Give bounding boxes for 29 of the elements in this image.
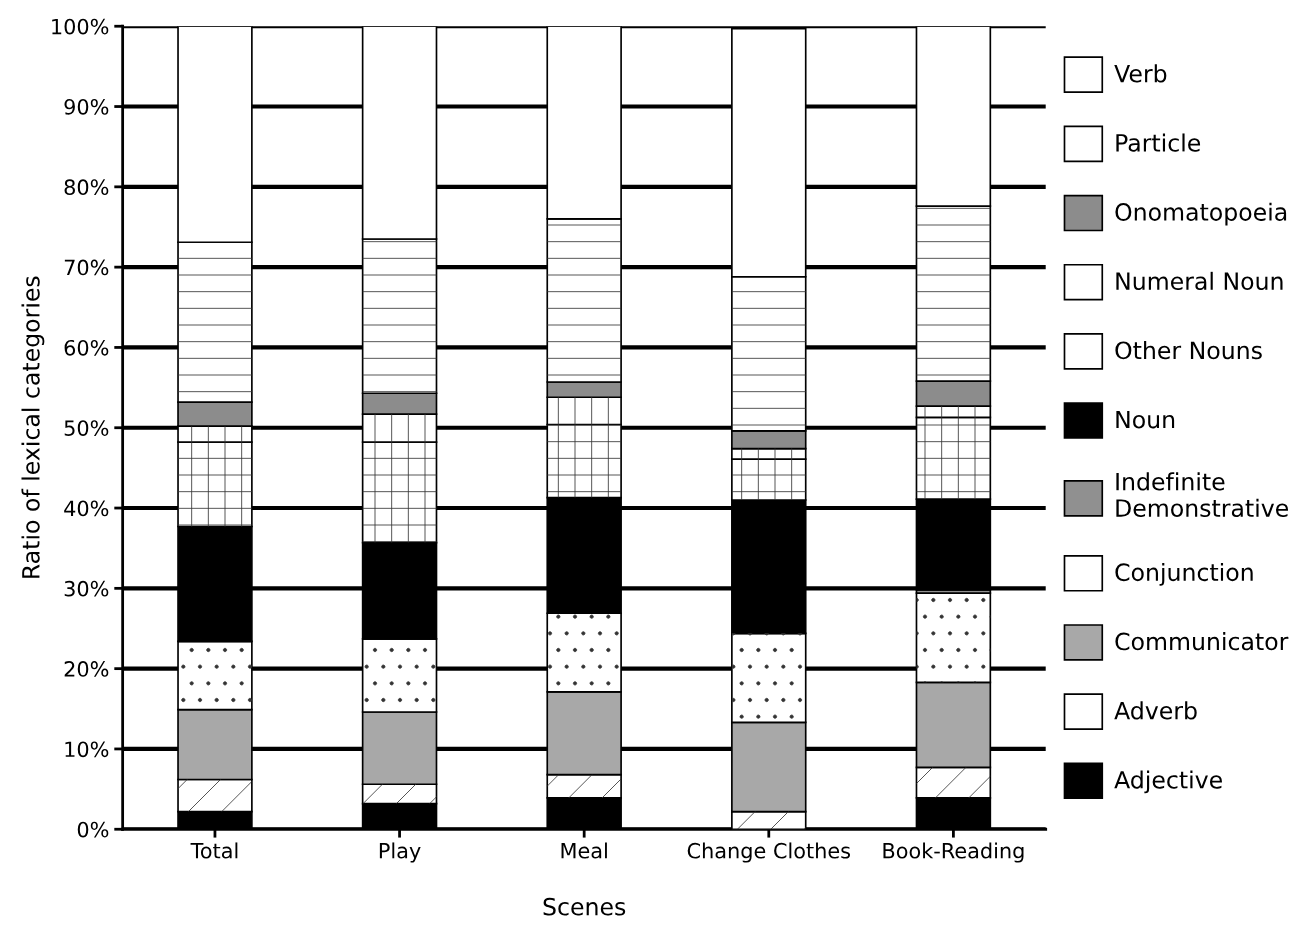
legend-label: Other Nouns xyxy=(1115,341,1262,360)
legend-label: Indefinite Demonstrative xyxy=(1116,472,1288,517)
y-tick-label: 80% xyxy=(64,179,109,196)
legend-label: Onomatopoeia xyxy=(1115,202,1287,226)
legend-label: Verb xyxy=(1114,64,1167,83)
y-tick-label: 50% xyxy=(64,420,109,436)
legend-label: Communicator xyxy=(1115,632,1289,651)
legend-label: Adjective xyxy=(1114,770,1222,794)
legend-label: Particle xyxy=(1116,133,1201,152)
y-tick-label: 20% xyxy=(64,661,109,677)
legend-label: Adverb xyxy=(1114,701,1197,720)
y-tick-label: 100% xyxy=(52,18,109,35)
y-tick-label: 60% xyxy=(64,339,109,356)
y-axis-title: Ratio of lexical categories xyxy=(21,276,45,578)
x-tick-label: Book-Reading xyxy=(883,842,1024,863)
y-tick-label: 90% xyxy=(64,98,109,115)
legend-label: Numeral Noun xyxy=(1116,271,1283,291)
y-tick-label: 10% xyxy=(65,741,109,758)
y-tick-label: 0% xyxy=(77,821,109,838)
x-axis-title: Scenes xyxy=(543,897,626,916)
y-tick-label: 30% xyxy=(64,580,109,597)
x-tick-label: Meal xyxy=(561,842,607,859)
x-tick-label: Play xyxy=(379,842,421,863)
x-tick-label: Change Clothes xyxy=(687,842,851,863)
y-tick-label: 40% xyxy=(64,500,109,517)
y-tick-label: 70% xyxy=(64,259,109,276)
legend-label: Noun xyxy=(1116,410,1175,429)
x-tick-label: Total xyxy=(190,842,238,859)
legend-label: Conjunction xyxy=(1115,562,1253,586)
